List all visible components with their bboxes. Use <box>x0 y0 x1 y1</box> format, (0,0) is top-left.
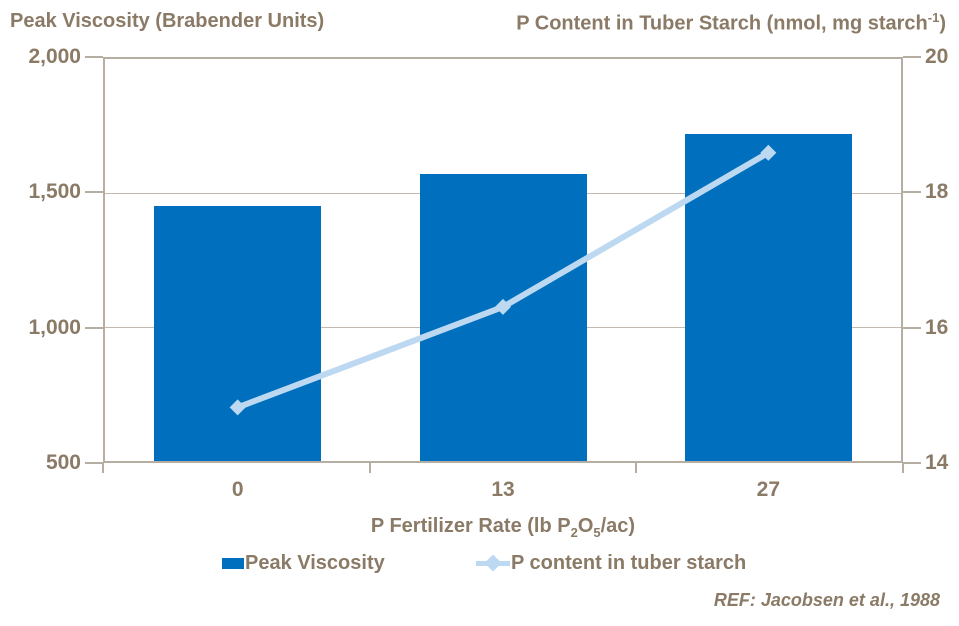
right-axis-title-close: ) <box>939 12 946 35</box>
left-axis-title: Peak Viscosity (Brabender Units) <box>10 10 324 33</box>
reference-note: REF: Jacobsen et al., 1988 <box>713 590 940 610</box>
bar-swatch-icon <box>222 557 244 569</box>
y-axis-tick-label-left: 2,000 <box>28 45 81 68</box>
plot-inner <box>105 59 901 461</box>
x-axis-tick <box>368 463 371 473</box>
x-category-label: 27 <box>756 478 780 501</box>
y-axis-tick-label-left: 1,500 <box>28 180 81 204</box>
x-axis-title-o: O <box>577 515 594 537</box>
x-category-label: 0 <box>231 478 244 501</box>
y-axis-tick-label-right: 14 <box>925 451 949 474</box>
y-axis-tick-label-left: 1,000 <box>28 315 81 339</box>
bar <box>684 134 852 461</box>
y-axis-tick-label-left: 500 <box>45 451 81 474</box>
x-axis-title: P Fertilizer Rate (lb P2O5/ac) <box>103 515 903 540</box>
x-axis-title-subscript-5: 5 <box>593 525 601 540</box>
y-axis-tick-label-right: 18 <box>925 180 949 204</box>
bar <box>154 206 322 461</box>
y-axis-tick-left <box>85 56 103 58</box>
x-axis-tick <box>635 463 638 473</box>
y-axis-tick-right <box>903 191 921 194</box>
legend-item-p-content: P content in tuber starch <box>476 549 746 577</box>
y-axis-tick-right <box>903 462 921 464</box>
plot-area <box>103 57 903 463</box>
y-axis-tick-label-right: 20 <box>925 45 949 68</box>
legend-label-p-content: P content in tuber starch <box>511 551 747 574</box>
right-axis-title-superscript: -1 <box>927 10 940 25</box>
y-axis-tick-right <box>903 56 921 58</box>
y-axis-tick-right <box>903 326 921 329</box>
line-marker-swatch-icon <box>476 554 510 572</box>
legend-item-peak-viscosity: Peak Viscosity <box>222 549 385 577</box>
y-axis-tick-left <box>85 462 103 464</box>
left-axis-title-text: Peak Viscosity (Brabender Units) <box>10 10 325 32</box>
right-axis-title: P Content in Tuber Starch (nmol, mg star… <box>516 10 946 36</box>
x-axis-title-subscript-2: 2 <box>570 525 578 540</box>
x-category-label: 13 <box>491 478 515 501</box>
legend: Peak Viscosity P content in tuber starch <box>0 549 959 577</box>
x-axis-tick <box>902 463 904 473</box>
bar <box>419 174 587 461</box>
x-axis-tick <box>102 463 104 473</box>
y-axis-tick-label-right: 16 <box>925 315 949 339</box>
right-axis-title-text: P Content in Tuber Starch (nmol, mg star… <box>516 12 928 35</box>
legend-label-peak-viscosity: Peak Viscosity <box>245 551 385 574</box>
x-axis-title-close: /ac) <box>600 515 636 537</box>
x-axis-title-text: P Fertilizer Rate (lb P <box>370 515 571 537</box>
y-axis-tick-left <box>85 326 103 329</box>
y-axis-tick-left <box>85 191 103 194</box>
diamond-marker-icon <box>484 554 502 572</box>
